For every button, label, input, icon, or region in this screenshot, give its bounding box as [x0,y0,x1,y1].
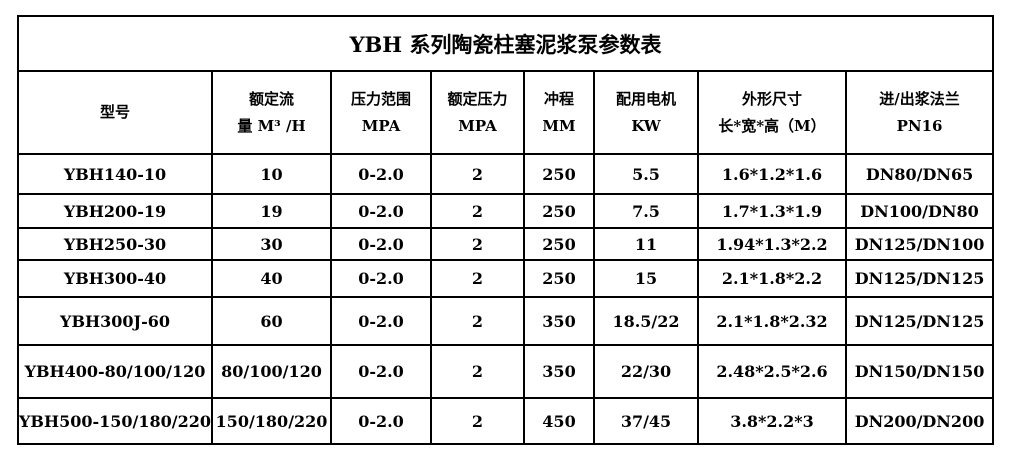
table-cell: 0-2.0 [330,153,432,195]
column-header-flange: 进/出浆法兰 PN16 [844,70,995,155]
table-row: YBH250-30 30 0-2.0 2 250 11 1.94*1.3*2.2 DN125/… [17,227,995,261]
table-cell: 2.1*1.8*2.2 [697,259,847,298]
column-header-rated-flow-line2: 量 M³ /H [237,116,306,135]
table-body: YBH140-10 10 0-2.0 2 250 5.5 1.6*1.2*1.6 DN80/D… [17,153,995,445]
table-cell: DN100/DN80 [844,193,995,229]
table-cell: 2 [430,259,525,298]
table-cell: 0-2.0 [330,397,432,445]
table-cell: 2 [430,397,525,445]
table-cell: 2 [430,227,525,261]
table-cell: 5.5 [593,153,699,195]
table-cell: 150/180/220 [211,397,332,445]
table-cell: 350 [523,344,595,399]
table-cell: 0-2.0 [330,259,432,298]
column-header-rated-flow: 额定流 量 M³ /H [211,70,332,155]
column-header-motor: 配用电机 KW [593,70,699,155]
column-header-motor-line2: KW [631,116,661,135]
table-cell: 22/30 [593,344,699,399]
column-header-stroke-line2: MM [542,116,576,135]
column-header-model: 型号 [17,70,213,155]
column-header-flange-line1: 进/出浆法兰 [879,90,960,109]
table-cell: 0-2.0 [330,296,432,346]
column-header-stroke: 冲程 MM [523,70,595,155]
table-row: YBH300-40 40 0-2.0 2 250 15 2.1*1.8*2.2 DN125/D… [17,259,995,298]
table-cell: YBH250-30 [17,227,213,261]
table-cell: 40 [211,259,332,298]
table-cell: 0-2.0 [330,227,432,261]
table-cell: 7.5 [593,193,699,229]
table-cell: 2.48*2.5*2.6 [697,344,847,399]
table-cell: YBH300-40 [17,259,213,298]
table-cell: 0-2.0 [330,193,432,229]
table-cell: 3.8*2.2*3 [697,397,847,445]
table-cell: 2 [430,153,525,195]
table-cell: 11 [593,227,699,261]
column-header-rated-pressure-line2: MPA [458,116,497,135]
table-cell: DN80/DN65 [844,153,995,195]
table-row: YBH500-150/180/220 150/180/220 0-2.0 2 450 37… [17,397,995,445]
table-cell: 2 [430,193,525,229]
column-header-rated-pressure-line1: 额定压力 [447,90,508,109]
column-header-rated-pressure: 额定压力 MPA [430,70,525,155]
table-cell: YBH500-150/180/220 [17,397,213,445]
table-cell: YBH200-19 [17,193,213,229]
table-cell: YBH140-10 [17,153,213,195]
table-cell: 37/45 [593,397,699,445]
column-header-stroke-line1: 冲程 [543,90,574,109]
table-cell: 60 [211,296,332,346]
table-title: YBH 系列陶瓷柱塞泥浆泵参数表 [16,15,995,72]
table-cell: 2 [430,344,525,399]
table-cell: 250 [523,259,595,298]
table-cell: DN150/DN150 [844,344,995,399]
table-cell: DN125/DN100 [844,227,995,261]
table-cell: YBH400-80/100/120 [17,344,213,399]
title-row: YBH 系列陶瓷柱塞泥浆泵参数表 [16,15,995,72]
table-cell: 15 [593,259,699,298]
column-header-pressure-range-line1: 压力范围 [350,90,411,109]
column-header-pressure-range: 压力范围 MPA [330,70,432,155]
column-header-dimensions-line2: 长*宽*高（M） [718,116,826,135]
column-header-model-line1: 型号 [99,103,130,122]
table-cell: DN200/DN200 [844,397,995,445]
table-cell: 10 [211,153,332,195]
table-cell: 2 [430,296,525,346]
table-row: YBH300J-60 60 0-2.0 2 350 18.5/22 2.1*1.8*2.32… [17,296,995,346]
table-cell: 19 [211,193,332,229]
table-cell: DN125/DN125 [844,259,995,298]
table-cell: 1.7*1.3*1.9 [697,193,847,229]
pump-parameter-table: YBH 系列陶瓷柱塞泥浆泵参数表 型号 额定流 量 M³ /H 压力范围 MPA… [16,15,995,445]
column-header-dimensions-line1: 外形尺寸 [741,90,802,109]
table-cell: 30 [211,227,332,261]
table-cell: 80/100/120 [211,344,332,399]
table-cell: 250 [523,227,595,261]
table-cell: 18.5/22 [593,296,699,346]
table-cell: 1.94*1.3*2.2 [697,227,847,261]
column-header-motor-line1: 配用电机 [615,90,676,109]
table-cell: 0-2.0 [330,344,432,399]
table-cell: 1.6*1.2*1.6 [697,153,847,195]
table-cell: 250 [523,193,595,229]
table-cell: YBH300J-60 [17,296,213,346]
table-row: YBH400-80/100/120 80/100/120 0-2.0 2 350 22/3… [17,344,995,399]
table-row: YBH140-10 10 0-2.0 2 250 5.5 1.6*1.2*1.6 DN80/D… [17,153,995,195]
header-row: 型号 额定流 量 M³ /H 压力范围 MPA 额定压力 MPA 冲程 M [17,70,995,155]
table-cell: 2.1*1.8*2.32 [697,296,847,346]
table-row: YBH200-19 19 0-2.0 2 250 7.5 1.7*1.3*1.9 DN100/… [17,193,995,229]
column-header-pressure-range-line2: MPA [361,116,401,135]
column-header-flange-line2: PN16 [896,116,943,135]
column-header-dimensions: 外形尺寸 长*宽*高（M） [697,70,847,155]
table-cell: 350 [523,296,595,346]
table-cell: 450 [523,397,595,445]
column-header-rated-flow-line1: 额定流 [248,90,294,109]
table-cell: 250 [523,153,595,195]
table-cell: DN125/DN125 [844,296,995,346]
